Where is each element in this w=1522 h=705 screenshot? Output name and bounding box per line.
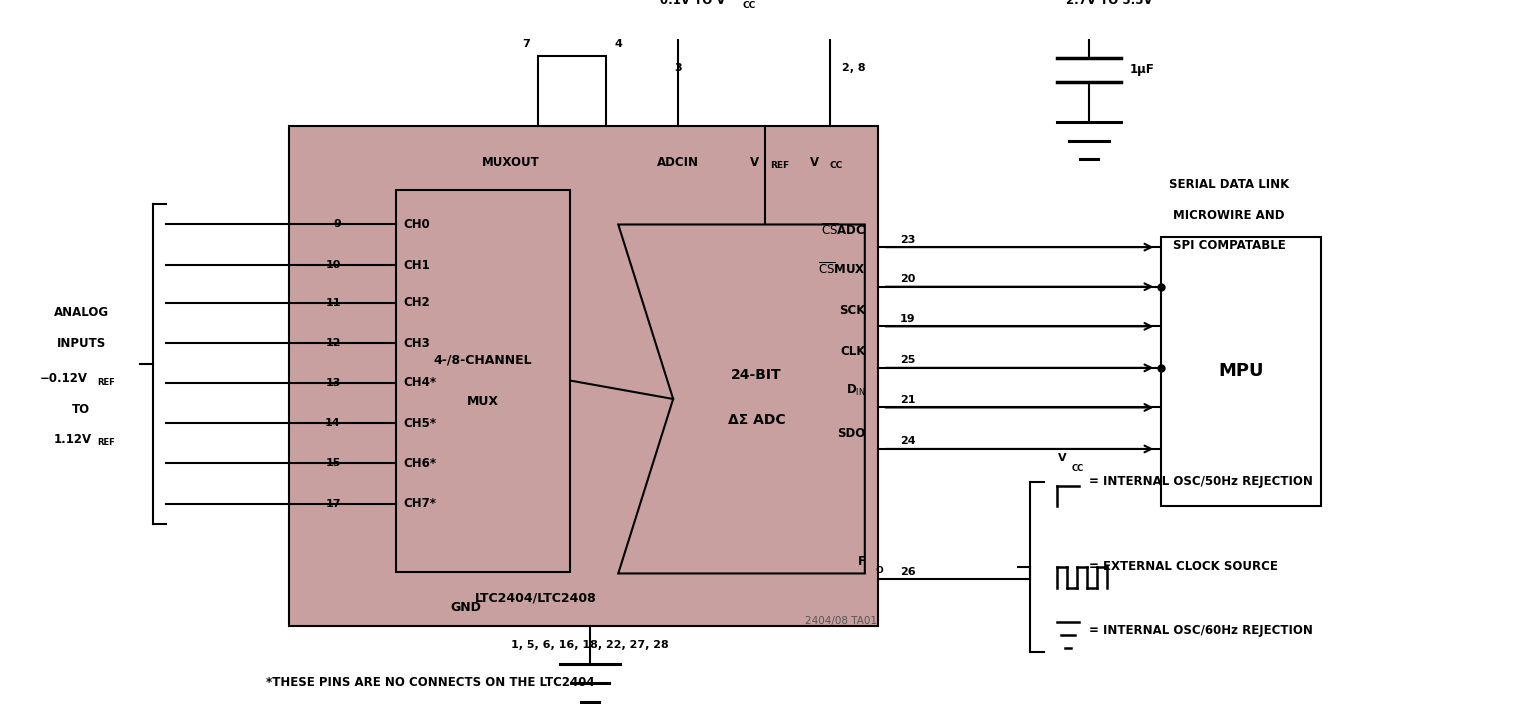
Text: −0.12V: −0.12V — [40, 372, 87, 385]
FancyBboxPatch shape — [539, 56, 606, 126]
Text: 10: 10 — [326, 260, 341, 270]
Text: 24: 24 — [900, 436, 915, 446]
Text: $\overline{\mathsf{CS}}$ADC: $\overline{\mathsf{CS}}$ADC — [822, 222, 866, 238]
Text: ANALOG: ANALOG — [53, 306, 108, 319]
Text: 24-BIT: 24-BIT — [731, 369, 782, 382]
Text: = INTERNAL OSC/60Hz REJECTION: = INTERNAL OSC/60Hz REJECTION — [1090, 625, 1313, 637]
Text: CLK: CLK — [840, 345, 866, 358]
Text: MUX: MUX — [467, 395, 499, 407]
Text: 9: 9 — [333, 219, 341, 230]
Text: 2404/08 TA01: 2404/08 TA01 — [805, 615, 877, 625]
Text: 0.1V TO V: 0.1V TO V — [661, 0, 726, 8]
Text: ΔΣ ADC: ΔΣ ADC — [728, 412, 785, 427]
Text: INPUTS: INPUTS — [56, 337, 107, 350]
Text: 2.7V TO 5.5V: 2.7V TO 5.5V — [1065, 0, 1152, 8]
Text: 26: 26 — [900, 567, 915, 577]
Text: REF: REF — [770, 161, 788, 170]
Text: 3: 3 — [674, 63, 682, 73]
Text: CH5*: CH5* — [403, 417, 437, 430]
Text: 2, 8: 2, 8 — [842, 63, 866, 73]
Text: CH1: CH1 — [403, 259, 431, 271]
Text: V: V — [1058, 453, 1065, 463]
Polygon shape — [618, 224, 864, 573]
Text: 20: 20 — [900, 274, 915, 284]
FancyBboxPatch shape — [396, 190, 571, 572]
Text: CC: CC — [1071, 464, 1084, 472]
Text: 13: 13 — [326, 378, 341, 388]
Text: 25: 25 — [900, 355, 915, 365]
Text: CH2: CH2 — [403, 296, 431, 309]
Text: SERIAL DATA LINK: SERIAL DATA LINK — [1169, 178, 1289, 191]
Text: 23: 23 — [900, 235, 915, 245]
Text: 4: 4 — [615, 39, 622, 49]
Text: REF: REF — [97, 438, 116, 447]
Text: 7: 7 — [522, 39, 531, 49]
Text: 12: 12 — [326, 338, 341, 348]
Text: REF: REF — [97, 378, 116, 387]
Text: GND: GND — [451, 601, 481, 614]
Text: CC: CC — [743, 1, 755, 11]
Text: 15: 15 — [326, 458, 341, 468]
FancyBboxPatch shape — [1161, 237, 1321, 505]
Text: $\overline{\mathsf{CS}}$MUX: $\overline{\mathsf{CS}}$MUX — [819, 262, 866, 277]
Text: 4-/8-CHANNEL: 4-/8-CHANNEL — [434, 353, 533, 367]
Text: ADCIN: ADCIN — [658, 156, 699, 168]
Text: SDO: SDO — [837, 427, 866, 439]
Text: LTC2404/LTC2408: LTC2404/LTC2408 — [475, 591, 597, 604]
Text: F: F — [858, 555, 866, 568]
Text: 1.12V: 1.12V — [53, 433, 91, 446]
Text: *THESE PINS ARE NO CONNECTS ON THE LTC2404: *THESE PINS ARE NO CONNECTS ON THE LTC24… — [266, 676, 595, 689]
Text: CH7*: CH7* — [403, 497, 437, 510]
Text: 1μF: 1μF — [1129, 63, 1154, 76]
Text: 14: 14 — [326, 419, 341, 429]
Text: SCK: SCK — [840, 304, 866, 317]
Text: 11: 11 — [326, 298, 341, 308]
Text: 21: 21 — [900, 395, 915, 405]
Text: 17: 17 — [326, 498, 341, 509]
Text: CH6*: CH6* — [403, 457, 437, 470]
Text: V: V — [810, 156, 819, 168]
Text: SPI COMPATABLE: SPI COMPATABLE — [1173, 239, 1286, 252]
Text: 19: 19 — [900, 314, 915, 324]
Text: TO: TO — [72, 403, 90, 416]
Text: D$_{\mathsf{IN}}$: D$_{\mathsf{IN}}$ — [846, 383, 866, 398]
Text: CH4*: CH4* — [403, 376, 437, 389]
Text: MICROWIRE AND: MICROWIRE AND — [1173, 209, 1285, 221]
Text: CC: CC — [829, 161, 843, 170]
Text: O: O — [875, 566, 884, 575]
Text: 1, 5, 6, 16, 18, 22, 27, 28: 1, 5, 6, 16, 18, 22, 27, 28 — [511, 640, 670, 650]
Text: CH3: CH3 — [403, 337, 431, 350]
Text: = INTERNAL OSC/50Hz REJECTION: = INTERNAL OSC/50Hz REJECTION — [1090, 475, 1313, 489]
Text: CH0: CH0 — [403, 218, 431, 231]
Text: MUXOUT: MUXOUT — [481, 156, 539, 168]
FancyBboxPatch shape — [289, 126, 878, 626]
Text: MPU: MPU — [1219, 362, 1263, 380]
Text: = EXTERNAL CLOCK SOURCE: = EXTERNAL CLOCK SOURCE — [1090, 560, 1278, 573]
Text: V: V — [750, 156, 759, 168]
